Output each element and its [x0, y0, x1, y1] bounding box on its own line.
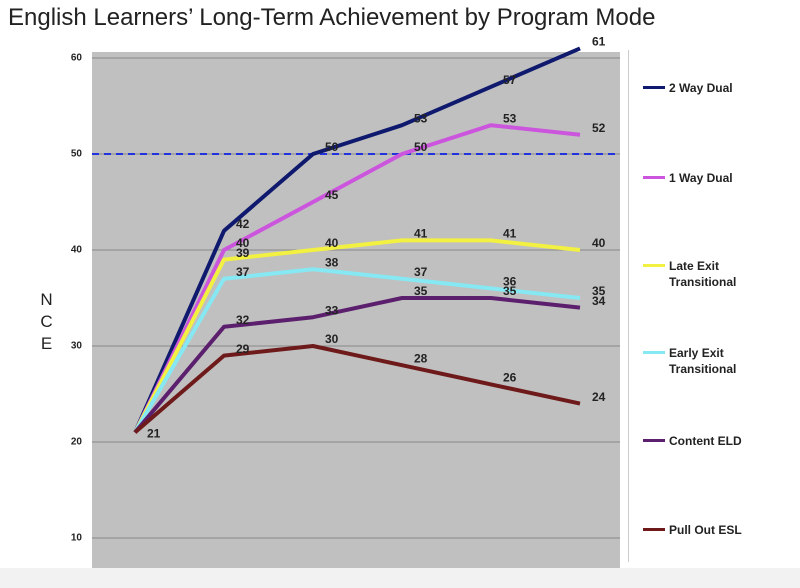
y-axis-label: NCE [37, 290, 56, 356]
value-label: 50 [414, 140, 428, 154]
y-tick-label: 50 [71, 149, 83, 160]
legend-swatch [643, 351, 665, 354]
value-label: 29 [236, 342, 250, 356]
value-label: 35 [414, 284, 428, 298]
series-line [133, 123, 581, 434]
value-label: 53 [414, 111, 428, 125]
value-label: 40 [325, 236, 339, 250]
series-line [133, 344, 581, 434]
legend-label: 2 Way Dual [669, 81, 733, 95]
y-tick-label: 30 [71, 341, 83, 352]
value-label: 32 [236, 313, 250, 327]
value-label: 28 [414, 351, 428, 365]
legend-entry: Late Exit Transitional [643, 258, 779, 290]
chart-title: English Learners’ Long-Term Achievement … [8, 4, 656, 31]
series-line [133, 238, 581, 434]
value-label: 50 [325, 140, 339, 154]
value-label: 45 [325, 188, 339, 202]
value-label: 21 [147, 427, 161, 441]
legend-entry: 2 Way Dual [643, 80, 779, 96]
value-label: 42 [236, 217, 250, 231]
legend-label: Content ELD [669, 434, 742, 448]
value-label: 41 [503, 227, 517, 241]
legend-entry: Pull Out ESL [643, 522, 779, 538]
value-label: 24 [592, 390, 606, 404]
legend-entry: Early Exit Transitional [643, 345, 779, 377]
y-tick-label: 60 [71, 53, 83, 64]
legend-swatch [643, 528, 665, 531]
legend-label: Late Exit Transitional [669, 259, 737, 289]
value-label: 36 [503, 275, 517, 289]
value-label: 35 [503, 284, 517, 298]
legend-label: Pull Out ESL [669, 523, 742, 537]
value-label: 40 [236, 236, 250, 250]
value-label: 26 [503, 371, 517, 385]
legend-entry: Content ELD [643, 433, 779, 449]
series-line [133, 46, 581, 434]
value-label: 34 [592, 294, 606, 308]
value-label: 61 [592, 35, 606, 49]
legend-swatch [643, 86, 665, 89]
legend-swatch [643, 439, 665, 442]
value-label: 30 [325, 332, 339, 346]
legend-label: Early Exit Transitional [669, 346, 737, 376]
value-label: 33 [325, 303, 339, 317]
legend: 2 Way Dual 1 Way Dual Late Exit Transition… [628, 50, 800, 562]
legend-swatch [643, 176, 665, 179]
y-tick-label: 40 [71, 245, 83, 256]
series-line [133, 267, 581, 434]
legend-entry: 1 Way Dual [643, 170, 779, 186]
y-tick-label: 20 [71, 437, 83, 448]
value-label: 40 [592, 236, 606, 250]
value-label: 57 [503, 73, 517, 87]
value-label: 37 [414, 265, 428, 279]
y-tick-label: 10 [71, 533, 83, 544]
value-label: 38 [325, 255, 339, 269]
value-label: 53 [503, 111, 517, 125]
value-label: 41 [414, 227, 428, 241]
value-label: 37 [236, 265, 250, 279]
value-label: 35 [592, 284, 606, 298]
footer-bar [0, 568, 800, 588]
series-line [133, 296, 581, 434]
legend-label: 1 Way Dual [669, 171, 733, 185]
legend-swatch [643, 264, 665, 267]
value-label: 39 [236, 246, 250, 260]
value-label: 52 [592, 121, 606, 135]
